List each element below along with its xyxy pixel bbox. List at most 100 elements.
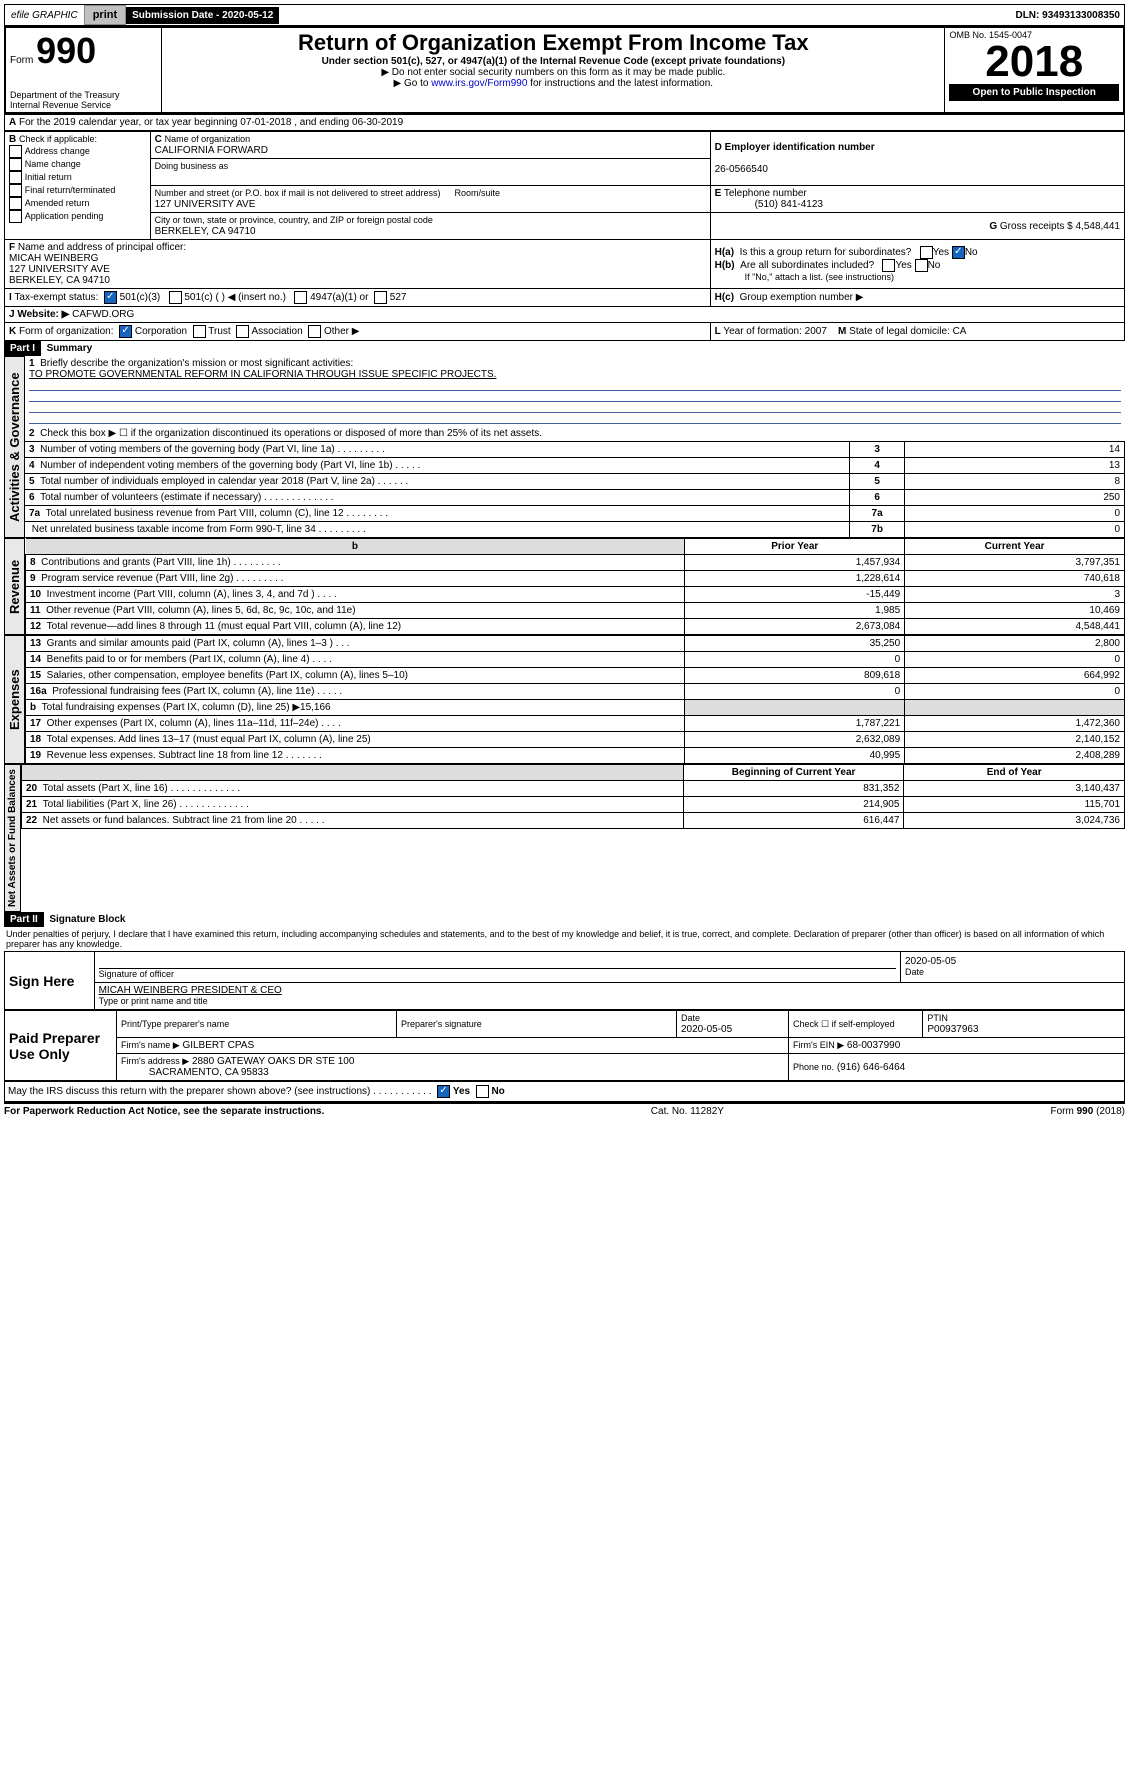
chk-address-change[interactable] [9,145,22,158]
website: CAFWD.ORG [72,309,134,320]
open-public: Open to Public Inspection [949,84,1119,101]
ha: Is this a group return for subordinates? [740,247,912,258]
k-corp[interactable]: ✓ [119,325,132,338]
opt-pending: Application pending [25,211,104,221]
officer-city: BERKELEY, CA 94710 [9,275,110,286]
hb: Are all subordinates included? [740,260,874,271]
addr-lbl: Number and street (or P.O. box if mail i… [155,188,441,198]
ha-no[interactable]: ✓ [952,246,965,259]
chk-amended[interactable] [9,197,22,210]
chk-527[interactable] [374,291,387,304]
k-corp-t: Corporation [135,326,187,337]
l-lbl: Year of formation: [723,326,802,337]
cat-no: Cat. No. 11282Y [651,1106,724,1117]
part2-tag: Part II [4,912,44,927]
j-lbl: Website: ▶ [17,309,69,320]
hint2-pre: ▶ Go to [394,78,432,89]
chk-501c[interactable] [169,291,182,304]
e-lbl: Telephone number [724,188,807,199]
p-date: 2020-05-05 [681,1024,732,1035]
i-4947: 4947(a)(1) or [310,292,368,303]
opt-name: Name change [25,159,81,169]
k-trust-t: Trust [208,326,230,337]
print-button[interactable]: print [84,5,126,25]
part1-tag: Part I [4,341,41,356]
chk-4947[interactable] [294,291,307,304]
officer-nt: MICAH WEINBERG PRESIDENT & CEO [99,985,282,996]
part1-name: Summary [47,343,93,354]
form-subtitle: Under section 501(c), 527, or 4947(a)(1)… [166,56,940,67]
opt-amended: Amended return [25,198,90,208]
mission: TO PROMOTE GOVERNMENTAL REFORM IN CALIFO… [29,369,496,380]
paid-preparer: Paid Preparer Use Only [5,1011,117,1081]
g-lbl: Gross receipts $ [1000,221,1073,232]
chk-initial[interactable] [9,171,22,184]
k-assoc[interactable] [236,325,249,338]
vlabel-revenue: Revenue [4,538,25,635]
d-lbl: Employer identification number [725,142,875,153]
discuss-yes[interactable]: ✓ [437,1085,450,1098]
ptin-lbl: PTIN [927,1013,948,1023]
rev-table: bPrior YearCurrent Year 8 Contributions … [25,538,1125,635]
p-date-lbl: Date [681,1013,700,1023]
submission-date: Submission Date - 2020-05-12 [126,7,279,24]
header-grid: B Check if applicable: Address change Na… [4,131,1125,341]
k-assoc-t: Association [252,326,303,337]
q2: Check this box ▶ ☐ if the organization d… [40,428,542,439]
hint-link: ▶ Go to www.irs.gov/Form990 for instruct… [166,78,940,89]
f-lbl: Name and address of principal officer: [18,242,186,253]
p-check: Check ☐ if self-employed [793,1019,895,1029]
chk-final[interactable] [9,184,22,197]
firm-ein-lbl: Firm's EIN ▶ [793,1040,844,1050]
part2-name: Signature Block [49,914,125,925]
street: 127 UNIVERSITY AVE [155,199,256,210]
org-name: CALIFORNIA FORWARD [155,145,268,156]
form-number: 990 [36,30,96,71]
preparer-table: Paid Preparer Use Only Print/Type prepar… [4,1010,1125,1081]
chk-pending[interactable] [9,210,22,223]
col-py: Prior Year [685,539,905,555]
k-trust[interactable] [193,325,206,338]
city: BERKELEY, CA 94710 [155,226,256,237]
domicile: CA [953,326,967,337]
year-formed: 2007 [805,326,827,337]
city-lbl: City or town, state or province, country… [155,215,433,225]
k-other[interactable] [308,325,321,338]
firm-name: GILBERT CPAS [182,1040,254,1051]
chk-501c3[interactable]: ✓ [104,291,117,304]
vlabel-expenses: Expenses [4,635,25,764]
tax-year: 2018 [949,40,1119,84]
discuss-no[interactable] [476,1085,489,1098]
form-title: Return of Organization Exempt From Incom… [166,30,940,56]
gov-table: 1 Briefly describe the organization's mi… [25,356,1125,538]
i-501c: 501(c) ( ) ◀ (insert no.) [184,292,286,303]
col-boy: Beginning of Current Year [683,765,904,781]
pra: For Paperwork Reduction Act Notice, see … [4,1106,324,1117]
ha-yes[interactable] [920,246,933,259]
form-version: Form 990 (2018) [1051,1106,1126,1117]
hb-no[interactable] [915,259,928,272]
firm-ein: 68-0037990 [847,1040,900,1051]
form-header: Form 990 Department of the Treasury Inte… [4,26,1125,114]
exp-table: 13 Grants and similar amounts paid (Part… [25,635,1125,764]
firm-addr-lbl: Firm's address ▶ [121,1056,189,1066]
i-lbl: Tax-exempt status: [14,292,98,303]
perjury: Under penalties of perjury, I declare th… [4,927,1125,951]
room-lbl: Room/suite [454,188,500,198]
irs-link[interactable]: www.irs.gov/Form990 [431,78,527,89]
discuss-text: May the IRS discuss this return with the… [8,1086,432,1097]
b-label: Check if applicable: [19,134,97,144]
vlabel-netassets: Net Assets or Fund Balances [4,764,21,912]
firm-city: SACRAMENTO, CA 95833 [149,1067,269,1078]
opt-initial: Initial return [25,172,72,182]
hint2-post: for instructions and the latest informat… [527,78,713,89]
phone: (510) 841-4123 [715,199,823,210]
na-table: Beginning of Current YearEnd of Year 20 … [21,764,1125,829]
hb-yes[interactable] [882,259,895,272]
p-name-lbl: Print/Type preparer's name [121,1019,229,1029]
dba-lbl: Doing business as [155,161,229,171]
chk-name-change[interactable] [9,158,22,171]
form-word: Form [10,55,33,66]
col-cy: Current Year [905,539,1125,555]
p-sig-lbl: Preparer's signature [401,1019,482,1029]
